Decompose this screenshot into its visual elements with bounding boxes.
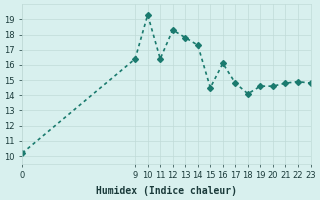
X-axis label: Humidex (Indice chaleur): Humidex (Indice chaleur): [96, 186, 237, 196]
